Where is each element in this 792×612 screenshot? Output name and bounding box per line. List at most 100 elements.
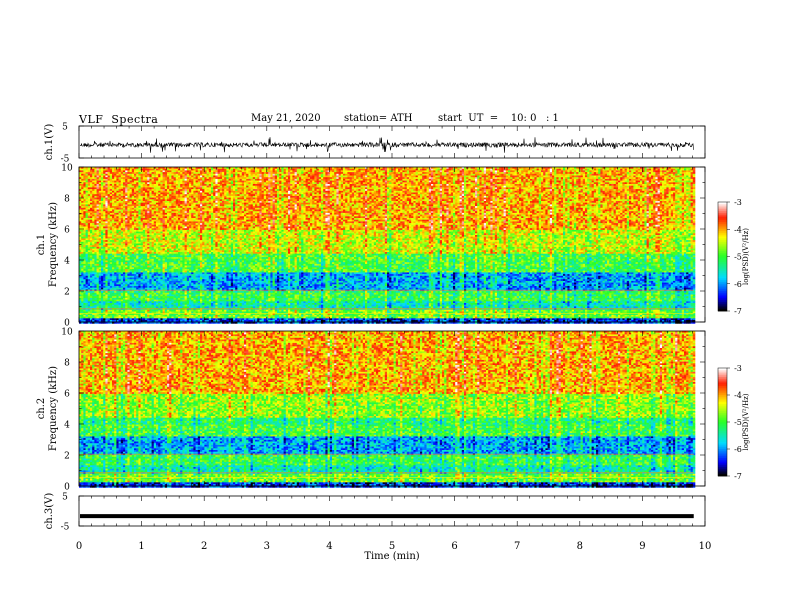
spectrogram-cell — [99, 187, 102, 189]
spectrogram-cell — [121, 179, 124, 181]
spectrogram-cell — [88, 230, 91, 232]
spectrogram-cell — [138, 204, 141, 206]
spectrogram-cell — [114, 187, 117, 189]
spectrogram-cell — [125, 238, 128, 240]
spectrogram-cell — [108, 187, 111, 189]
spectrogram-cell — [105, 179, 108, 181]
spectrogram-cell — [130, 230, 133, 232]
spectrogram-cell — [112, 196, 115, 198]
spectrogram-cell — [132, 238, 135, 240]
spectrogram-cell — [110, 213, 113, 215]
spectrogram-cell — [103, 196, 106, 198]
spectrogram-cell — [145, 238, 148, 240]
spectrogram-cell — [138, 221, 141, 223]
spectrogram-cell — [81, 238, 84, 240]
spectrogram-cell — [110, 170, 113, 172]
spectrogram-cell — [112, 179, 115, 181]
spectrogram-cell — [134, 179, 137, 181]
spectrogram-cell — [81, 213, 84, 215]
spectrogram-cell — [108, 213, 111, 215]
spectrogram-cell — [108, 221, 111, 223]
spectrogram-cell — [116, 213, 119, 215]
spectrogram-cell — [88, 187, 91, 189]
spectrogram-cell — [123, 204, 126, 206]
spectrogram-cell — [114, 247, 117, 249]
spectrogram-cell — [92, 179, 95, 181]
spectrogram-cell — [123, 247, 126, 249]
spectrogram-cell — [88, 170, 91, 172]
spectrogram-cell — [149, 179, 152, 181]
spectrogram-cell — [108, 179, 111, 181]
spectrogram-cell — [110, 196, 113, 198]
spectrogram-cell — [145, 247, 148, 249]
spectrogram-cell — [99, 221, 102, 223]
spectrogram-cell — [101, 230, 104, 232]
spectrogram-cell — [136, 179, 139, 181]
spectrogram-cell — [149, 170, 152, 172]
spectrogram-cell — [143, 213, 146, 215]
spectrogram-cell — [130, 247, 133, 249]
y-axis-label: ch.1(V) — [44, 124, 55, 161]
spectrogram-cell — [119, 213, 122, 215]
spectrogram-cell — [110, 187, 113, 189]
spectrogram-cell — [103, 230, 106, 232]
spectrogram-cell — [114, 204, 117, 206]
spectrogram-cell — [130, 170, 133, 172]
spectrogram-cell — [121, 204, 124, 206]
spectrogram-cell — [121, 170, 124, 172]
spectrogram-cell — [114, 213, 117, 215]
spectrogram-cell — [138, 247, 141, 249]
spectrogram-cell — [92, 213, 95, 215]
spectrogram-cell — [83, 213, 86, 215]
spectrogram-cell — [94, 238, 97, 240]
spectrogram-cell — [130, 213, 133, 215]
spectrogram-cell — [121, 213, 124, 215]
spectrogram-cell — [123, 221, 126, 223]
spectrogram-cell — [116, 230, 119, 232]
spectrogram-cell — [154, 170, 157, 172]
spectrogram-cell — [83, 230, 86, 232]
spectrogram-cell — [86, 221, 89, 223]
spectrogram-cell — [130, 187, 133, 189]
spectrogram-cell — [141, 187, 144, 189]
spectrogram-cell — [116, 204, 119, 206]
spectrogram-cell — [99, 179, 102, 181]
spectrogram-cell — [110, 204, 113, 206]
spectrogram-cell — [114, 230, 117, 232]
spectrogram-cell — [99, 196, 102, 198]
spectrogram-cell — [143, 187, 146, 189]
spectrogram-cell — [136, 230, 139, 232]
spectrogram-cell — [92, 187, 95, 189]
spectrogram-cell — [90, 221, 93, 223]
spectrogram-cell — [101, 221, 104, 223]
spectrogram-cell — [97, 238, 100, 240]
spectrogram-cell — [119, 230, 122, 232]
spectrogram-cell — [116, 187, 119, 189]
spectrogram-cell — [125, 170, 128, 172]
spectrogram-cell — [138, 238, 141, 240]
spectrogram-cell — [154, 179, 157, 181]
spectrogram-cell — [105, 238, 108, 240]
spectrogram-cell — [123, 196, 126, 198]
spectrogram-cell — [94, 213, 97, 215]
spectrogram-cell — [92, 196, 95, 198]
spectrogram-cell — [134, 187, 137, 189]
spectrogram-cell — [121, 221, 124, 223]
spectrogram-cell — [123, 213, 126, 215]
spectrogram-cell — [147, 187, 150, 189]
spectrogram-cell — [154, 204, 157, 206]
spectrogram-cell — [88, 247, 91, 249]
spectrogram-cell — [143, 230, 146, 232]
spectrogram-cell — [90, 179, 93, 181]
spectrogram-cell — [130, 196, 133, 198]
spectrogram-cell — [103, 187, 106, 189]
y-tick-label: 5 — [62, 123, 68, 133]
spectrogram-cell — [125, 196, 128, 198]
spectrogram-cell — [125, 230, 128, 232]
spectrogram-cell — [103, 204, 106, 206]
spectrogram-cell — [123, 238, 126, 240]
spectrogram-cell — [136, 170, 139, 172]
spectrogram-cell — [119, 238, 122, 240]
spectrogram-cell — [121, 187, 124, 189]
